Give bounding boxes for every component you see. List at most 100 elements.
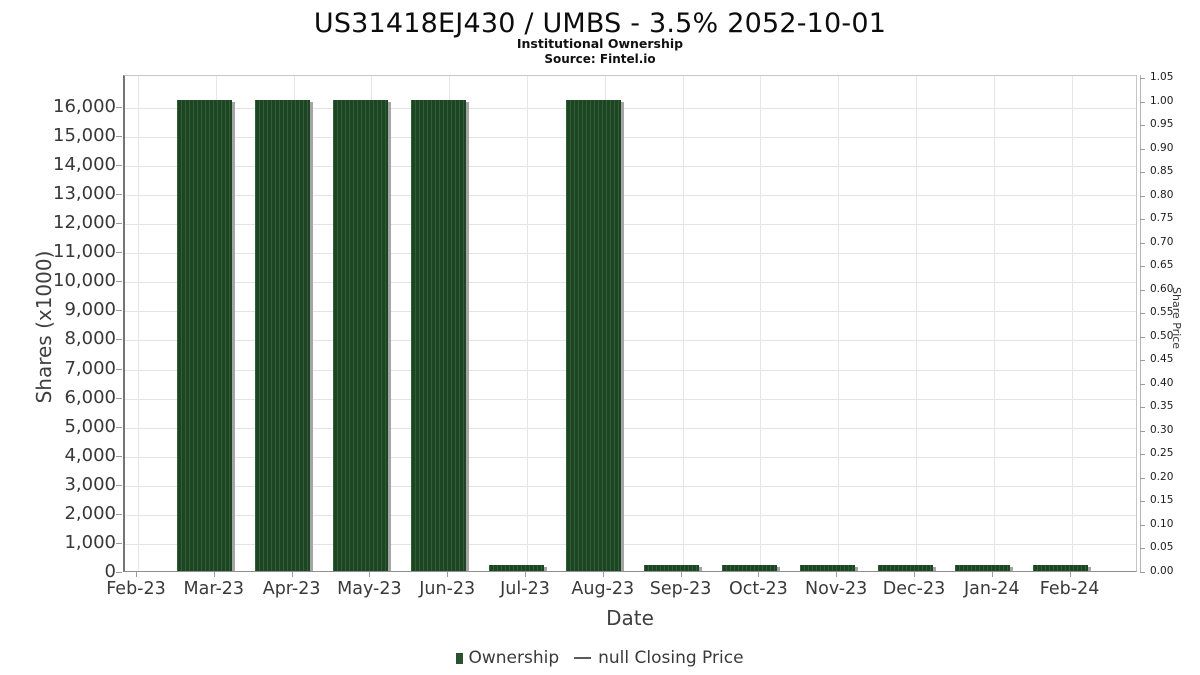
x-axis-tick — [213, 572, 215, 577]
y-axis-right-tick-label: 0.40 — [1150, 376, 1174, 389]
y-axis-right-tick — [1140, 477, 1145, 479]
chart-subtitle: Institutional Ownership — [516, 36, 684, 51]
ownership-bar[interactable] — [332, 100, 388, 571]
y-axis-left-tick — [116, 165, 122, 167]
ownership-bar[interactable] — [877, 565, 933, 571]
y-axis-right-tick-label: 0.55 — [1150, 306, 1174, 319]
y-axis-left-tick — [116, 542, 122, 544]
ownership-bar[interactable] — [255, 100, 311, 571]
ownership-bar[interactable] — [488, 565, 544, 571]
y-axis-left-tick-label: 6,000 — [64, 386, 116, 408]
y-axis-left-tick-label: 5,000 — [64, 415, 116, 437]
y-axis-right-tick — [1140, 289, 1145, 291]
x-axis-tick-label: Mar-23 — [183, 579, 245, 599]
y-axis-right-tick — [1140, 148, 1145, 150]
y-axis-right-tick-label: 0.80 — [1150, 188, 1174, 201]
v-gridline — [138, 76, 139, 571]
y-axis-right-tick — [1140, 101, 1145, 103]
y-axis-left-tick-label: 12,000 — [53, 212, 116, 234]
y-axis-left-tick — [116, 310, 122, 312]
y-axis-left-tick-label: 11,000 — [53, 241, 116, 263]
ownership-bar[interactable] — [177, 100, 233, 571]
y-axis-left-tick — [116, 194, 122, 196]
x-axis-tick — [369, 572, 371, 577]
y-axis-left-tick — [116, 455, 122, 457]
ownership-bar[interactable] — [644, 565, 700, 571]
y-axis-right-title: Share Price — [1170, 287, 1183, 350]
h-gridline — [125, 107, 1136, 109]
y-axis-left-tick — [116, 368, 122, 370]
v-gridline — [527, 76, 528, 571]
x-axis-tick-label: Nov-23 — [805, 579, 868, 599]
y-axis-left-tick-label: 4,000 — [64, 444, 116, 466]
y-axis-right-tick-label: 0.05 — [1150, 541, 1174, 554]
y-axis-right-tick-label: 1.00 — [1150, 94, 1174, 107]
y-axis-left-tick-label: 0 — [104, 561, 116, 582]
h-gridline — [125, 485, 1136, 487]
x-axis-tick — [291, 572, 293, 577]
v-gridline — [682, 76, 684, 571]
h-gridline — [125, 427, 1136, 429]
x-axis-tick — [602, 572, 604, 577]
y-axis-right-tick — [1140, 242, 1145, 244]
x-axis-tick-label: Jul-23 — [500, 579, 550, 599]
h-gridline — [125, 340, 1136, 342]
v-gridline — [993, 76, 995, 571]
h-gridline — [125, 282, 1136, 284]
v-gridline — [838, 76, 840, 571]
y-axis-right-tick — [1140, 383, 1145, 385]
y-axis-right-tick — [1140, 172, 1145, 174]
y-axis-left-tick — [116, 136, 122, 138]
y-axis-left-tick-label: 1,000 — [64, 531, 116, 553]
h-gridline — [125, 253, 1136, 255]
y-axis-right-tick-label: 0.65 — [1150, 259, 1174, 272]
right-axis-spine — [1140, 75, 1141, 573]
ownership-bar[interactable] — [566, 100, 622, 571]
y-axis-right-tick — [1140, 313, 1145, 315]
ownership-bar[interactable] — [1033, 565, 1089, 571]
ownership-legend-label: Ownership — [468, 648, 560, 668]
y-axis-left-tick — [116, 339, 122, 341]
x-axis-tick-label: Dec-23 — [882, 579, 946, 599]
y-axis-left-tick-label: 7,000 — [64, 357, 116, 379]
plot-area — [123, 75, 1137, 572]
y-axis-right-tick-label: 0.35 — [1150, 400, 1174, 413]
x-axis-tick-label: Jan-24 — [964, 579, 1020, 599]
y-axis-left-tick — [116, 252, 122, 254]
v-gridline — [916, 76, 917, 571]
h-gridline — [125, 456, 1136, 458]
y-axis-right-tick-label: 0.10 — [1150, 517, 1174, 530]
ownership-bar[interactable] — [955, 565, 1011, 571]
h-gridline — [125, 543, 1136, 545]
legend: Ownership null Closing Price — [0, 645, 1200, 671]
y-axis-right-tick-label: 0.30 — [1150, 423, 1174, 436]
y-axis-left-tick — [116, 281, 122, 283]
ownership-bar[interactable] — [410, 100, 466, 571]
y-axis-right-tick — [1140, 195, 1145, 197]
x-axis-tick-label: Sep-23 — [649, 579, 712, 599]
x-axis-tick — [914, 572, 915, 577]
x-axis-tick — [758, 572, 760, 577]
y-axis-right-tick — [1140, 501, 1145, 503]
y-axis-left-tick-label: 15,000 — [53, 125, 116, 147]
price-legend-label: null Closing Price — [598, 648, 744, 668]
y-axis-right-tick-label: 0.50 — [1150, 329, 1174, 342]
x-axis-tick — [1069, 572, 1071, 577]
x-axis-tick-label: Apr-23 — [262, 579, 321, 599]
v-gridline — [760, 76, 762, 571]
x-axis-tick — [836, 572, 838, 577]
h-gridline — [125, 166, 1136, 168]
y-axis-right-tick-label: 0.60 — [1150, 282, 1174, 295]
x-axis-tick-label: Aug-23 — [571, 579, 635, 599]
y-axis-right-tick-label: 0.95 — [1150, 118, 1174, 131]
chart-title: US31418EJ430 / UMBS - 3.5% 2052-10-01 — [313, 8, 887, 39]
y-axis-right-tick-label: 0.25 — [1150, 447, 1174, 460]
y-axis-right-tick-label: 0.75 — [1150, 212, 1174, 225]
y-axis-left-tick-label: 14,000 — [53, 154, 116, 176]
y-axis-left-tick — [116, 484, 122, 486]
ownership-bar[interactable] — [799, 565, 855, 571]
chart-source: Source: Fintel.io — [544, 52, 656, 66]
x-axis-tick-label: Feb-24 — [1039, 579, 1100, 599]
h-gridline — [125, 137, 1136, 139]
ownership-bar[interactable] — [721, 565, 777, 571]
